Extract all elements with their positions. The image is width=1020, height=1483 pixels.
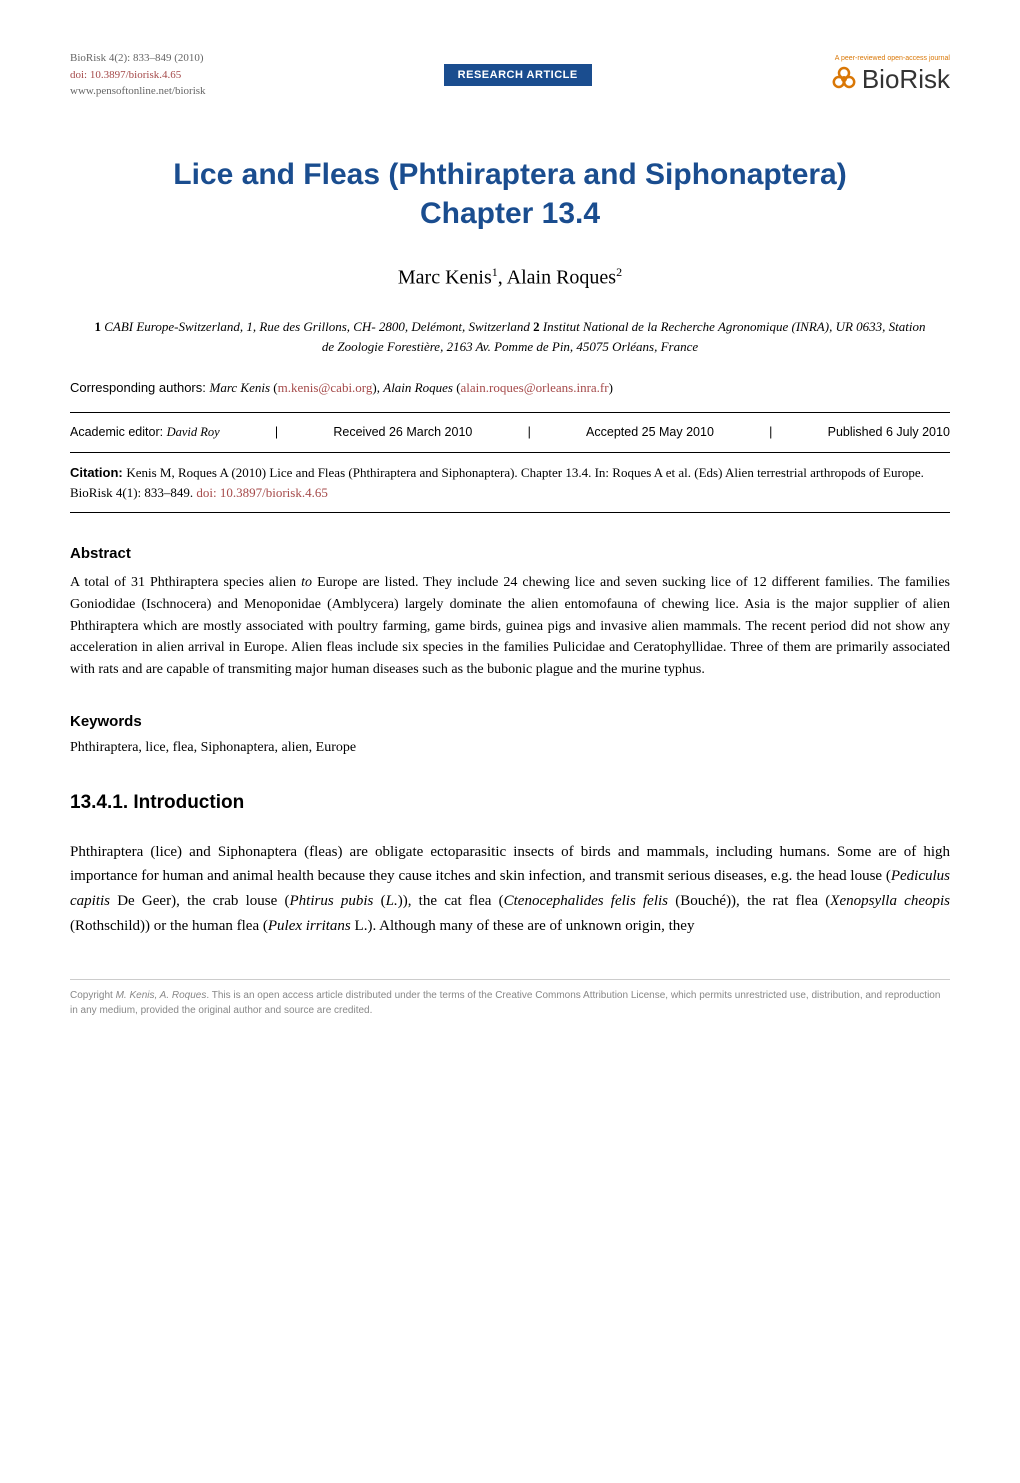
copyright-notice: Copyright M. Kenis, A. Roques. This is a… (70, 988, 950, 1018)
divider-pipe: | (275, 425, 278, 440)
journal-ref: BioRisk 4(2): 833–849 (2010) (70, 50, 206, 67)
divider-pipe: | (528, 425, 531, 440)
logo-text: BioRisk (862, 64, 950, 95)
divider (70, 512, 950, 513)
keywords-text: Phthiraptera, lice, flea, Siphonaptera, … (70, 740, 950, 756)
website: www.pensoftonline.net/biorisk (70, 83, 206, 100)
intro-paragraph: Phthiraptera (lice) and Siphonaptera (fl… (70, 840, 950, 939)
authors: Marc Kenis1, Alain Roques2 (70, 265, 950, 290)
divider (70, 412, 950, 413)
accepted-date: Accepted 25 May 2010 (586, 425, 714, 440)
received-date: Received 26 March 2010 (333, 425, 472, 440)
header-meta: BioRisk 4(2): 833–849 (2010) doi: 10.389… (70, 50, 206, 100)
academic-editor: Academic editor: David Roy (70, 425, 220, 440)
affiliations: 1 CABI Europe-Switzerland, 1, Rue des Gr… (70, 317, 950, 356)
divider-pipe: | (769, 425, 772, 440)
editor-dates-line: Academic editor: David Roy | Received 26… (70, 423, 950, 442)
citation-block: Citation: Kenis M, Roques A (2010) Lice … (70, 463, 950, 502)
logo-tagline: A peer-reviewed open-access journal (835, 55, 950, 62)
email-link-1[interactable]: m.kenis@cabi.org (278, 380, 373, 395)
intro-heading: 13.4.1. Introduction (70, 792, 950, 814)
abstract-heading: Abstract (70, 545, 950, 562)
citation-doi-link[interactable]: doi: 10.3897/biorisk.4.65 (196, 485, 327, 500)
header-row: BioRisk 4(2): 833–849 (2010) doi: 10.389… (70, 50, 950, 100)
biohazard-icon (830, 65, 858, 93)
published-date: Published 6 July 2010 (828, 425, 950, 440)
journal-logo: A peer-reviewed open-access journal BioR… (830, 55, 950, 95)
logo-main: BioRisk (830, 64, 950, 95)
footer-divider (70, 979, 950, 980)
doi-link[interactable]: doi: 10.3897/biorisk.4.65 (70, 67, 206, 84)
article-title: Lice and Fleas (Phthiraptera and Siphona… (70, 155, 950, 233)
article-type-badge: RESEARCH ARTICLE (444, 64, 592, 86)
corresponding-authors: Corresponding authors: Marc Kenis (m.ken… (70, 380, 950, 396)
email-link-2[interactable]: alain.roques@orleans.inra.fr (461, 380, 609, 395)
abstract-text: A total of 31 Phthiraptera species alien… (70, 572, 950, 680)
divider (70, 452, 950, 453)
keywords-heading: Keywords (70, 713, 950, 730)
